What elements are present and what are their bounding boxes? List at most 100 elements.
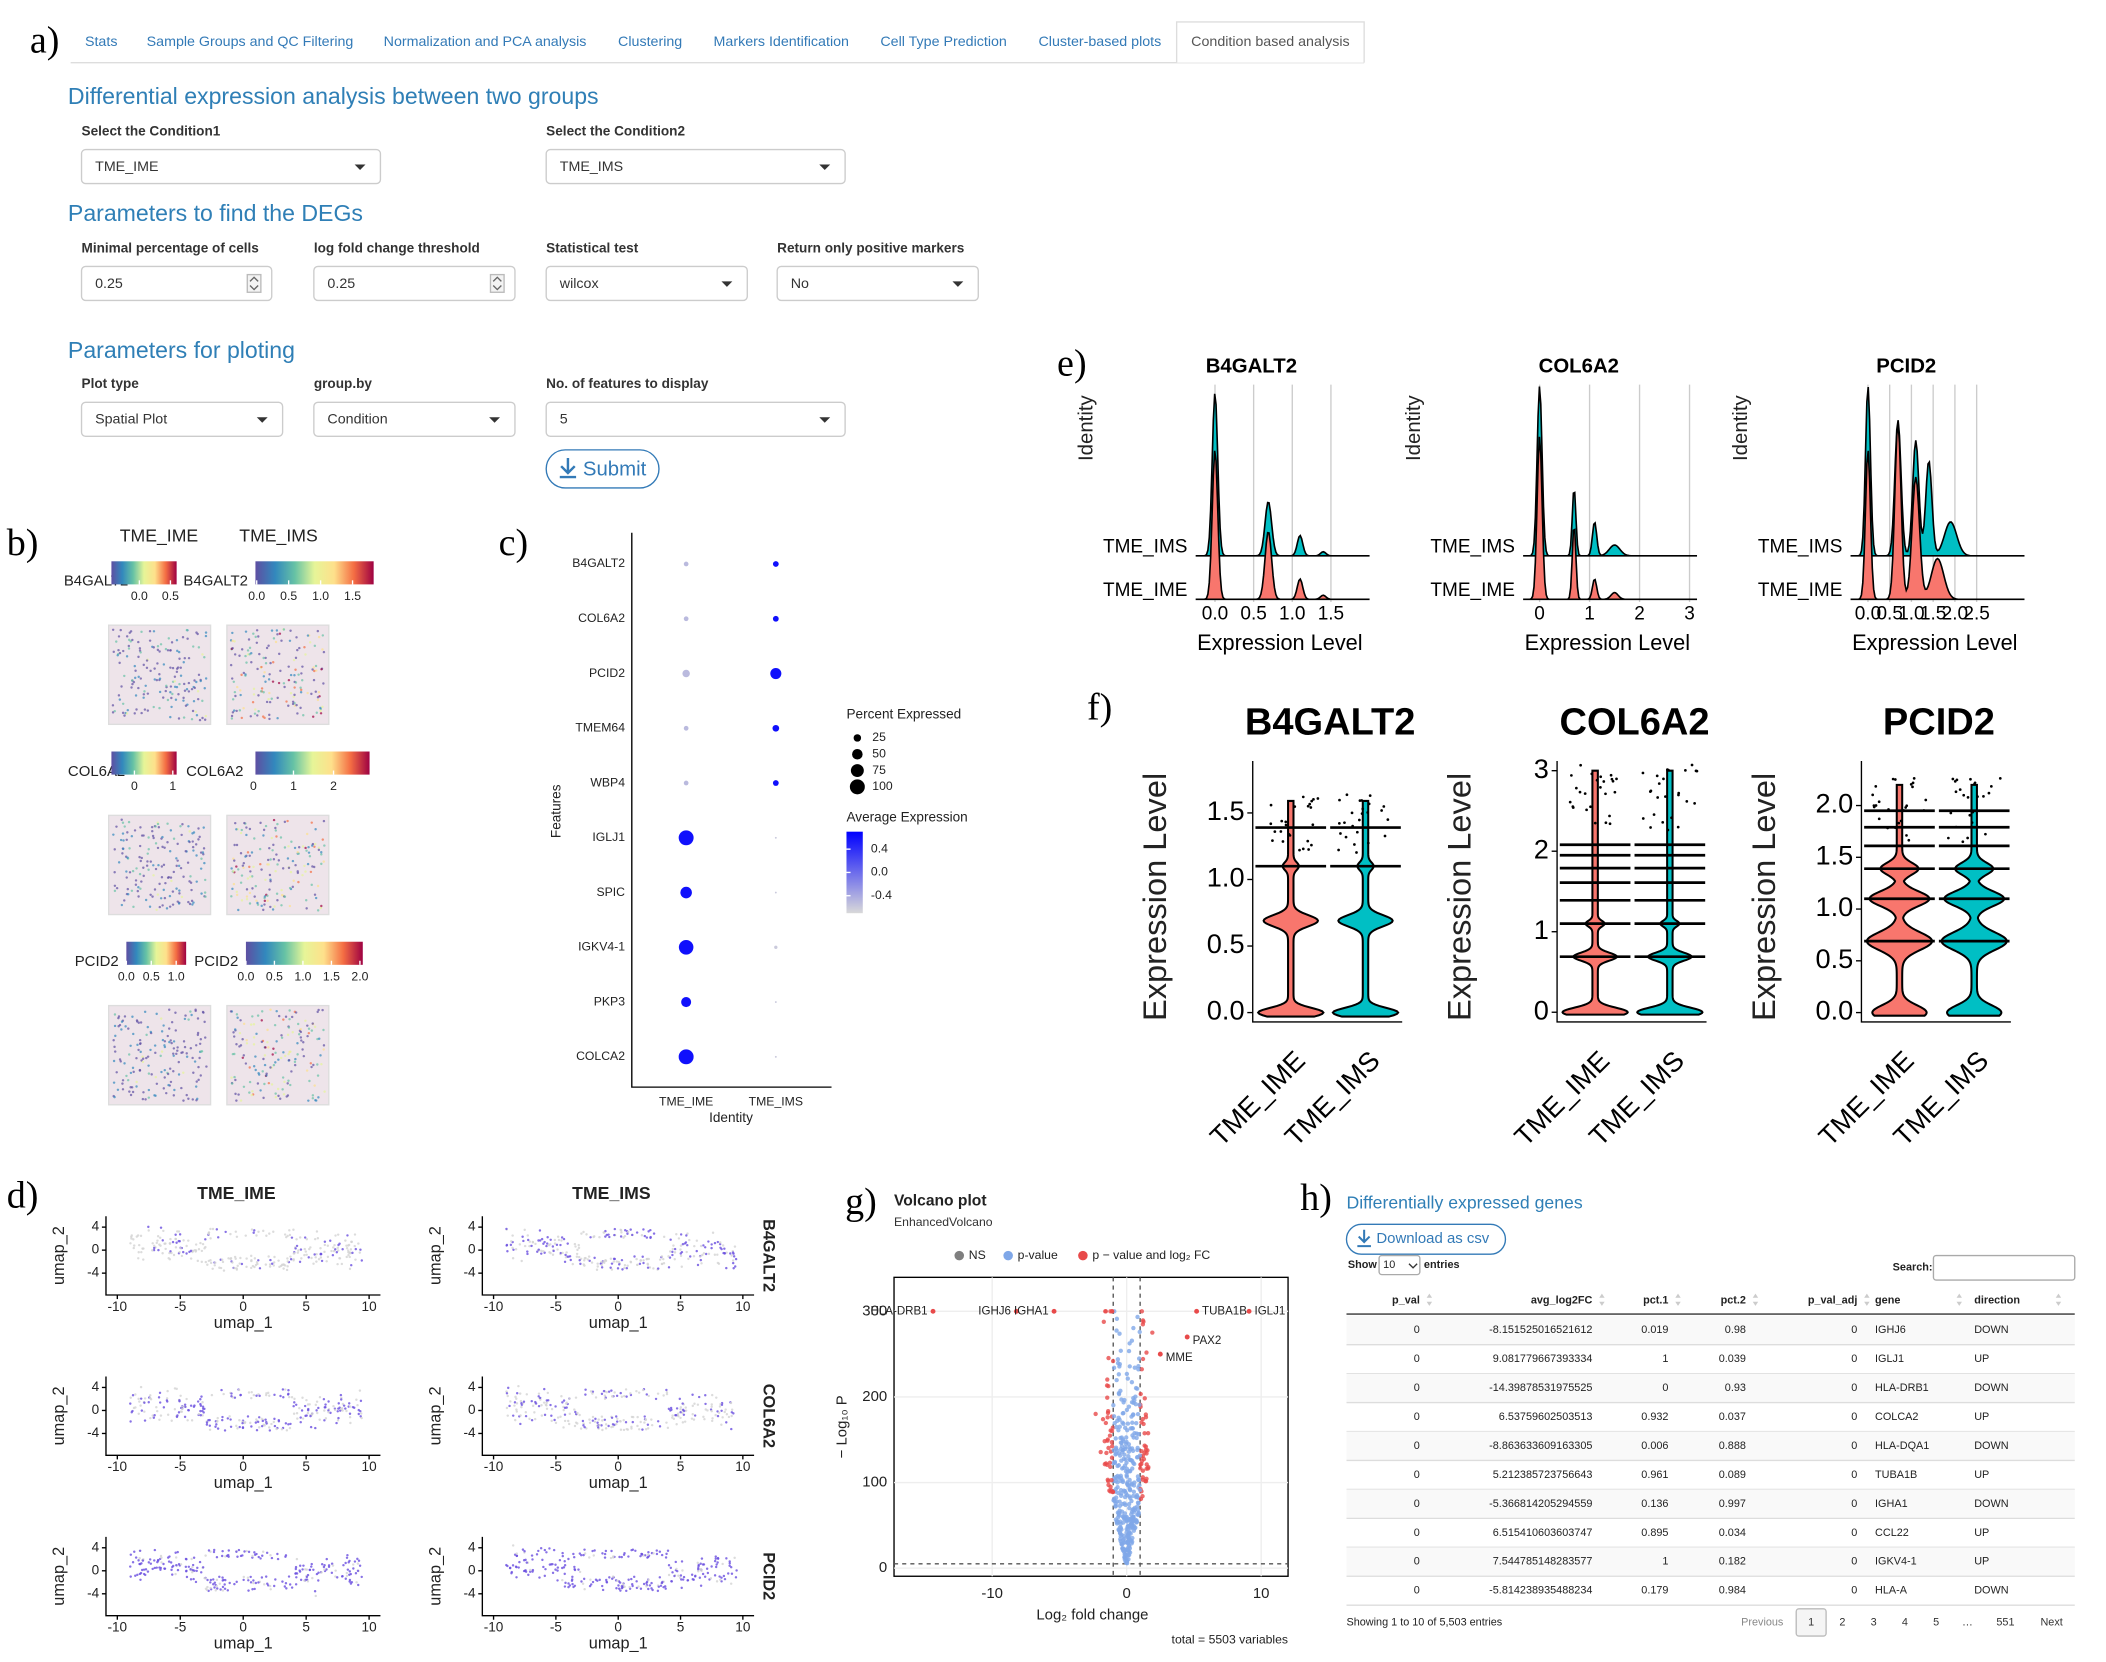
tissue-spot <box>232 1031 235 1034</box>
tissue-spot <box>239 689 242 692</box>
page-link[interactable]: … <box>1962 1616 1973 1628</box>
umap-point <box>702 1244 705 1247</box>
umap-point <box>151 1414 154 1417</box>
volcano-point <box>1135 1507 1141 1512</box>
umap-point <box>538 1396 542 1400</box>
umap-point <box>201 1405 205 1408</box>
colorbar-tick-label: 1 <box>290 779 297 793</box>
page-link[interactable]: 2 <box>1839 1616 1845 1628</box>
umap-point <box>215 1584 218 1588</box>
tissue-spot <box>141 1097 145 1101</box>
chart-subtitle: EnhancedVolcano <box>894 1215 993 1229</box>
x-axis-title: umap_1 <box>214 1635 273 1653</box>
page-link[interactable]: Next <box>2040 1616 2062 1628</box>
tab[interactable]: Cluster-based plots <box>1038 34 1161 50</box>
select-input[interactable] <box>545 148 846 185</box>
tissue-spot <box>268 888 271 891</box>
y-tick-label: -4 <box>463 1585 476 1600</box>
volcano-point <box>1135 1411 1141 1417</box>
umap-point <box>356 1403 359 1407</box>
tab[interactable]: Stats <box>85 34 117 50</box>
umap-point <box>545 1407 549 1411</box>
umap-point <box>631 1584 634 1588</box>
umap-point <box>559 1415 562 1418</box>
page-link[interactable]: 551 <box>1996 1616 2014 1628</box>
submit-button[interactable] <box>545 449 660 489</box>
tissue-spot <box>148 639 152 642</box>
column-header[interactable]: direction <box>1974 1294 2020 1306</box>
page-link[interactable]: 3 <box>1871 1616 1877 1628</box>
volcano-point <box>1105 1377 1110 1382</box>
umap-point <box>356 1562 360 1565</box>
umap-point <box>655 1549 659 1552</box>
select-input[interactable] <box>776 265 979 302</box>
tissue-spot <box>128 871 132 874</box>
tab[interactable]: Condition based analysis <box>1191 34 1349 50</box>
tab[interactable]: Sample Groups and QC Filtering <box>147 34 354 50</box>
umap-point <box>264 1263 268 1266</box>
column-header[interactable]: pct.1 <box>1643 1294 1668 1306</box>
tissue-spot <box>133 829 137 832</box>
umap-point <box>308 1568 311 1572</box>
y-tick-label: 3 <box>1534 753 1549 784</box>
umap-point <box>337 1402 340 1405</box>
outlier <box>1310 799 1314 803</box>
panel-label: b) <box>7 522 39 564</box>
search-input[interactable] <box>1932 1254 2076 1281</box>
umap-point <box>177 1239 180 1243</box>
umap-point <box>593 1420 597 1423</box>
umap-point <box>235 1424 238 1428</box>
column-header[interactable]: gene <box>1875 1294 1900 1306</box>
select-input[interactable] <box>545 265 748 302</box>
tissue-spot <box>145 659 149 662</box>
tissue-spot <box>139 1021 143 1024</box>
umap-point <box>283 1264 287 1267</box>
page-link[interactable]: 1 <box>1808 1616 1814 1628</box>
umap-point <box>140 1409 144 1412</box>
column-header[interactable]: p_val <box>1392 1294 1420 1306</box>
tissue-spot <box>263 899 267 903</box>
page-link[interactable]: 4 <box>1902 1616 1908 1628</box>
umap-point <box>523 1228 526 1232</box>
tab[interactable]: Cell Type Prediction <box>880 34 1006 50</box>
select-input[interactable] <box>80 401 284 437</box>
select-input[interactable] <box>545 401 846 437</box>
length-select[interactable] <box>1378 1254 1421 1276</box>
outlier <box>1306 804 1310 808</box>
tissue-spot <box>192 699 196 703</box>
volcano-point <box>1138 1496 1144 1502</box>
column-header[interactable]: pct.2 <box>1721 1294 1746 1306</box>
outlier <box>1684 768 1687 772</box>
tissue-spot <box>299 688 303 692</box>
tissue-spot <box>305 899 308 902</box>
select-input[interactable] <box>80 148 382 185</box>
umap-point <box>166 1400 169 1403</box>
umap-point <box>509 1243 513 1247</box>
tissue-spot <box>241 1056 245 1060</box>
umap-point <box>187 1565 191 1569</box>
umap-point <box>292 1252 296 1255</box>
tissue-spot <box>287 845 290 848</box>
umap-point <box>602 1231 605 1234</box>
tissue-spot <box>160 1050 164 1053</box>
number-input[interactable] <box>313 265 516 302</box>
umap-point <box>272 1230 275 1233</box>
tissue-spot <box>144 898 148 902</box>
umap-point <box>561 1578 564 1582</box>
tab[interactable]: Markers Identification <box>714 34 849 50</box>
number-input[interactable] <box>80 265 273 302</box>
download-button[interactable] <box>1345 1223 1507 1255</box>
outlier <box>1309 806 1313 809</box>
column-header[interactable]: p_val_adj <box>1808 1294 1858 1306</box>
column-header[interactable]: avg_log2FC <box>1531 1294 1593 1306</box>
umap-point <box>129 1553 133 1556</box>
x-tick-label: 10 <box>735 1299 751 1314</box>
umap-point <box>598 1423 601 1427</box>
page-link[interactable]: 5 <box>1933 1616 1939 1628</box>
page-link[interactable]: Previous <box>1741 1616 1784 1628</box>
umap-point <box>681 1578 685 1581</box>
tissue-spot <box>282 1018 285 1021</box>
tab[interactable]: Normalization and PCA analysis <box>384 34 587 50</box>
tab[interactable]: Clustering <box>618 34 682 50</box>
select-input[interactable] <box>313 401 516 437</box>
